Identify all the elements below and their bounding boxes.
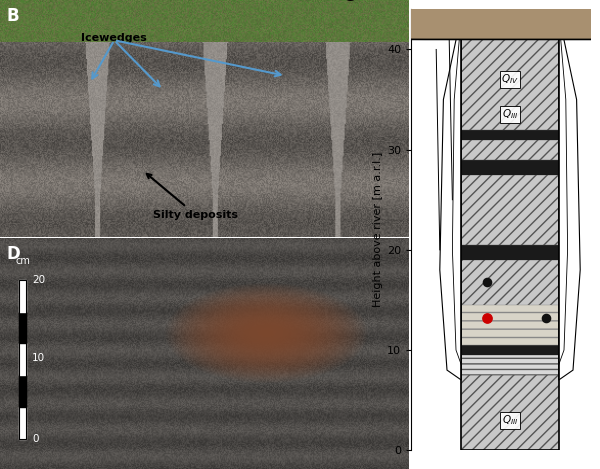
Text: Silty deposits: Silty deposits: [147, 174, 238, 220]
Text: D: D: [6, 245, 20, 263]
Y-axis label: Height above river [m a.r.l.]: Height above river [m a.r.l.]: [373, 152, 383, 308]
Text: Q$_{III}$: Q$_{III}$: [502, 413, 518, 427]
Text: Q$_{IV}$: Q$_{IV}$: [501, 73, 519, 86]
Bar: [461, 140, 559, 159]
Bar: [461, 375, 559, 450]
Text: 10: 10: [32, 353, 46, 363]
Bar: [461, 355, 559, 375]
Text: C: C: [343, 0, 355, 5]
Polygon shape: [452, 15, 461, 365]
Bar: [461, 305, 559, 345]
Polygon shape: [440, 15, 461, 380]
Bar: [461, 245, 559, 260]
Polygon shape: [559, 15, 580, 380]
Point: [482, 278, 491, 286]
Polygon shape: [559, 15, 568, 365]
Bar: [461, 34, 559, 129]
Text: cm: cm: [15, 256, 30, 266]
Bar: [461, 15, 559, 450]
Text: Q$_{III}$: Q$_{III}$: [502, 108, 518, 121]
Bar: [461, 159, 559, 175]
Point: [541, 314, 551, 322]
Text: B: B: [6, 7, 19, 25]
Text: 20: 20: [32, 275, 46, 285]
Bar: [461, 175, 559, 245]
FancyBboxPatch shape: [371, 0, 600, 39]
Point: [482, 314, 491, 322]
Bar: [461, 345, 559, 355]
Text: Icewedges: Icewedges: [82, 33, 147, 43]
Bar: [461, 15, 559, 34]
Bar: [461, 129, 559, 140]
Bar: [461, 260, 559, 345]
Text: 0: 0: [32, 434, 39, 444]
